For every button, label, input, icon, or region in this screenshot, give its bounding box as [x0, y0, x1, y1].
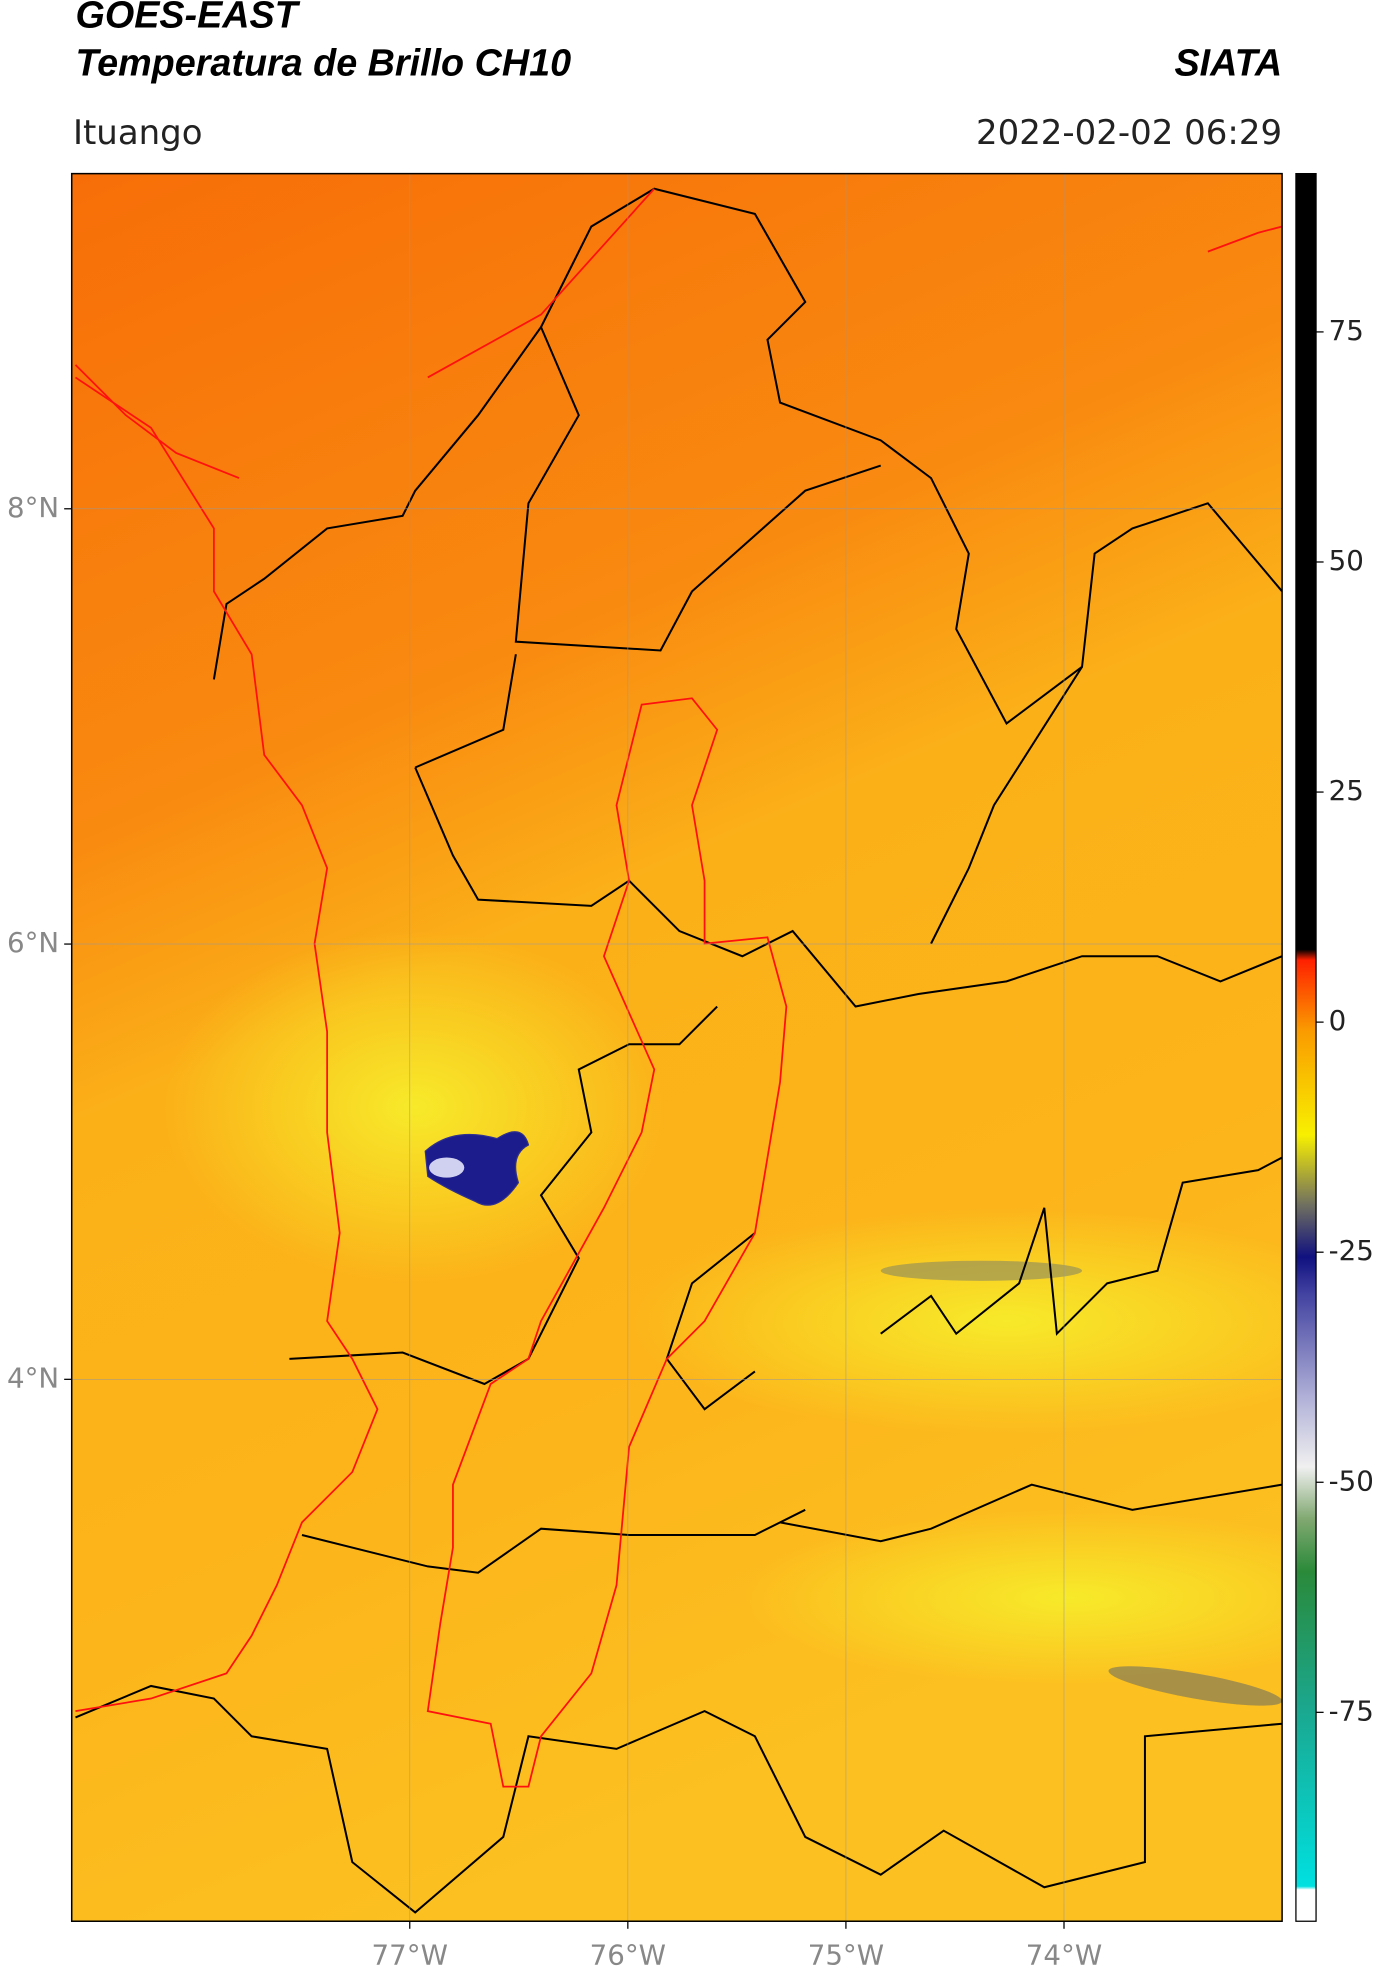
x-tick-label: 74°W — [1026, 1938, 1102, 1971]
warm-region — [742, 1509, 1283, 1686]
colorbar — [1295, 172, 1317, 1922]
cold-cloud — [424, 1131, 530, 1206]
cold-cloud-core — [429, 1157, 465, 1178]
warm-region — [629, 1207, 1283, 1435]
title: GOES-EAST — [75, 0, 300, 36]
x-tick-label: 76°W — [590, 1938, 666, 1971]
x-tick-label: 77°W — [372, 1938, 448, 1971]
colorbar-tick-label: 25 — [1329, 774, 1364, 807]
colorbar-tick-label: 75 — [1329, 314, 1364, 347]
grid — [71, 173, 1283, 1922]
colorbar-tick-label: -50 — [1329, 1464, 1374, 1497]
y-tick-label: 4°N — [7, 1361, 59, 1394]
datetime: 2022-02-02 06:29 — [976, 113, 1282, 153]
map-frame — [70, 172, 1283, 1922]
colorbar-tick-label: 0 — [1329, 1004, 1347, 1037]
map-area — [71, 173, 1283, 1922]
location: Ituango — [73, 113, 203, 153]
cloud-band — [880, 1260, 1083, 1281]
y-tick-label: 6°N — [7, 926, 59, 959]
cloud-band — [1108, 1666, 1283, 1706]
boundaries — [75, 187, 1283, 1914]
red-boundaries — [74, 188, 1283, 1788]
source: SIATA — [1174, 41, 1282, 83]
colorbar-tick-label: 50 — [1329, 544, 1364, 577]
colorbar-tick-label: -25 — [1329, 1234, 1374, 1267]
x-tick-label: 75°W — [808, 1938, 884, 1971]
colorbar-tick-label: -75 — [1329, 1694, 1374, 1727]
y-tick-label: 8°N — [7, 491, 59, 524]
subtitle: Temperatura de Brillo CH10 — [75, 41, 571, 83]
